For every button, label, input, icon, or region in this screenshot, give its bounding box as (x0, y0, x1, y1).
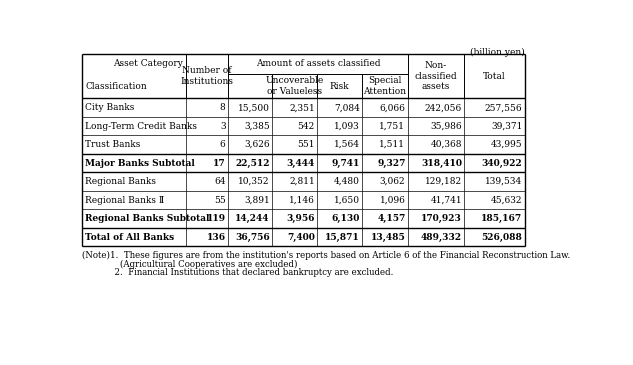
Text: 139,534: 139,534 (485, 177, 522, 186)
Text: 9,327: 9,327 (377, 159, 405, 168)
Text: 318,410: 318,410 (421, 159, 462, 168)
Text: 526,088: 526,088 (482, 233, 522, 242)
Text: 4,480: 4,480 (334, 177, 360, 186)
Text: 14,244: 14,244 (235, 214, 270, 223)
Text: 129,182: 129,182 (425, 177, 462, 186)
Text: Special
Attention: Special Attention (363, 76, 406, 96)
Text: Trust Banks: Trust Banks (85, 140, 140, 149)
Text: 15,500: 15,500 (238, 103, 270, 112)
Text: 17: 17 (213, 159, 225, 168)
Text: Uncoverable
or Valueless: Uncoverable or Valueless (265, 76, 323, 96)
Text: 3,956: 3,956 (286, 214, 315, 223)
Text: 3,626: 3,626 (244, 140, 270, 149)
Text: 119: 119 (206, 214, 225, 223)
Text: 1,146: 1,146 (289, 196, 315, 205)
Text: 6,130: 6,130 (331, 214, 360, 223)
Text: 40,368: 40,368 (430, 140, 462, 149)
Text: 3,891: 3,891 (244, 196, 270, 205)
Text: 6: 6 (220, 140, 225, 149)
Text: 7,084: 7,084 (334, 103, 360, 112)
Text: Non-
classified
assets: Non- classified assets (415, 61, 457, 91)
Text: 13,485: 13,485 (371, 233, 405, 242)
Text: (billion yen): (billion yen) (470, 48, 525, 57)
Text: 3,062: 3,062 (380, 177, 405, 186)
Text: 6,066: 6,066 (380, 103, 405, 112)
Text: 10,352: 10,352 (238, 177, 270, 186)
Text: 45,632: 45,632 (491, 196, 522, 205)
Text: 1,650: 1,650 (334, 196, 360, 205)
Text: 4,157: 4,157 (377, 214, 405, 223)
Text: 22,512: 22,512 (235, 159, 270, 168)
Text: 3: 3 (220, 122, 225, 131)
Text: 55: 55 (214, 196, 225, 205)
Text: 41,741: 41,741 (430, 196, 462, 205)
Text: 170,923: 170,923 (421, 214, 462, 223)
Text: City Banks: City Banks (85, 103, 134, 112)
Text: 257,556: 257,556 (485, 103, 522, 112)
Text: 8: 8 (220, 103, 225, 112)
Text: 551: 551 (298, 140, 315, 149)
Text: 185,167: 185,167 (481, 214, 522, 223)
Text: Regional Banks Subtotal: Regional Banks Subtotal (85, 214, 209, 223)
Text: Regional Banks: Regional Banks (85, 177, 156, 186)
Text: 242,056: 242,056 (425, 103, 462, 112)
Text: 3,385: 3,385 (244, 122, 270, 131)
Text: Amount of assets classified: Amount of assets classified (256, 59, 380, 68)
Text: 36,756: 36,756 (235, 233, 270, 242)
Text: 542: 542 (298, 122, 315, 131)
Text: Major Banks Subtotal: Major Banks Subtotal (85, 159, 194, 168)
Text: 35,986: 35,986 (430, 122, 462, 131)
Text: Long-Term Credit Banks: Long-Term Credit Banks (85, 122, 197, 131)
Text: 1,096: 1,096 (380, 196, 405, 205)
Text: Total: Total (483, 72, 506, 81)
Text: 1,093: 1,093 (334, 122, 360, 131)
Text: 7,400: 7,400 (287, 233, 315, 242)
Text: Number of
Institutions: Number of Institutions (180, 66, 234, 86)
Text: 15,871: 15,871 (325, 233, 360, 242)
Text: Total of All Banks: Total of All Banks (85, 233, 173, 242)
Text: Classification: Classification (85, 82, 147, 91)
Text: 43,995: 43,995 (491, 140, 522, 149)
Text: 136: 136 (206, 233, 225, 242)
Text: 1,564: 1,564 (334, 140, 360, 149)
Text: Asset Category: Asset Category (113, 59, 183, 68)
Text: 489,332: 489,332 (421, 233, 462, 242)
Text: 39,371: 39,371 (491, 122, 522, 131)
Text: (Agricultural Cooperatives are excluded): (Agricultural Cooperatives are excluded) (87, 260, 298, 269)
Text: Risk: Risk (330, 82, 349, 91)
Text: (Note)1.  These figures are from the institution's reports based on Article 6 of: (Note)1. These figures are from the inst… (82, 251, 570, 260)
Text: 2,351: 2,351 (289, 103, 315, 112)
Text: 340,922: 340,922 (482, 159, 522, 168)
Text: 1,751: 1,751 (379, 122, 405, 131)
Text: 3,444: 3,444 (287, 159, 315, 168)
Text: 9,741: 9,741 (331, 159, 360, 168)
Text: Regional Banks Ⅱ: Regional Banks Ⅱ (85, 196, 164, 205)
Text: 1,511: 1,511 (379, 140, 405, 149)
Text: 64: 64 (214, 177, 225, 186)
Text: 2.  Financial Institutions that declared bankruptcy are excluded.: 2. Financial Institutions that declared … (87, 268, 393, 277)
Text: 2,811: 2,811 (289, 177, 315, 186)
